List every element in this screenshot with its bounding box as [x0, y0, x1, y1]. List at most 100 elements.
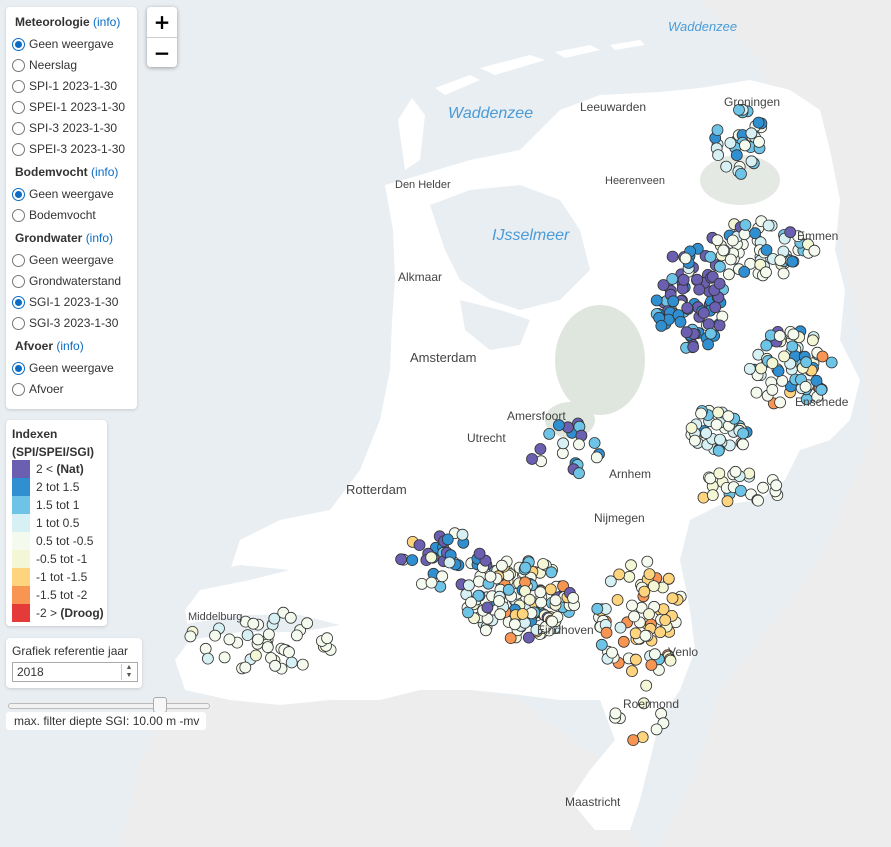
- station-marker[interactable]: [650, 723, 663, 736]
- station-marker[interactable]: [537, 558, 549, 570]
- station-marker[interactable]: [649, 648, 661, 661]
- station-marker[interactable]: [774, 396, 786, 409]
- station-marker[interactable]: [704, 250, 717, 263]
- station-marker[interactable]: [285, 656, 298, 669]
- station-marker[interactable]: [252, 633, 264, 646]
- station-marker[interactable]: [674, 315, 687, 328]
- station-marker[interactable]: [689, 434, 701, 447]
- station-marker[interactable]: [717, 244, 730, 257]
- station-marker[interactable]: [613, 568, 626, 581]
- station-marker[interactable]: [722, 410, 735, 423]
- depth-slider-track[interactable]: [8, 703, 210, 709]
- station-marker[interactable]: [662, 572, 675, 585]
- station-marker[interactable]: [462, 606, 474, 619]
- station-marker[interactable]: [600, 626, 613, 639]
- year-spinner[interactable]: ▲ ▼: [121, 664, 136, 680]
- station-marker[interactable]: [713, 467, 726, 480]
- station-marker[interactable]: [462, 579, 475, 592]
- station-marker[interactable]: [700, 427, 712, 440]
- station-marker[interactable]: [623, 570, 636, 583]
- station-marker[interactable]: [484, 570, 497, 583]
- station-marker[interactable]: [776, 374, 789, 387]
- station-marker[interactable]: [680, 326, 693, 339]
- station-marker[interactable]: [472, 575, 485, 588]
- station-marker[interactable]: [806, 334, 819, 347]
- station-marker[interactable]: [495, 559, 508, 572]
- station-marker[interactable]: [626, 599, 638, 612]
- station-marker[interactable]: [738, 265, 751, 278]
- station-marker[interactable]: [777, 267, 790, 280]
- afvoer-info-link[interactable]: (info): [56, 339, 84, 353]
- station-marker[interactable]: [709, 301, 722, 314]
- station-marker[interactable]: [808, 244, 821, 257]
- radio-meteorologie-geen[interactable]: Geen weergave: [12, 35, 114, 53]
- station-marker[interactable]: [752, 116, 765, 129]
- station-marker[interactable]: [739, 139, 751, 152]
- station-marker[interactable]: [724, 253, 737, 266]
- station-marker[interactable]: [535, 596, 547, 609]
- station-marker[interactable]: [509, 618, 521, 631]
- station-marker[interactable]: [799, 380, 812, 393]
- radio-unchecked-icon[interactable]: [12, 274, 25, 288]
- station-marker[interactable]: [810, 374, 823, 387]
- station-marker[interactable]: [441, 533, 454, 546]
- station-marker[interactable]: [296, 658, 309, 671]
- station-marker[interactable]: [567, 592, 579, 604]
- station-marker[interactable]: [704, 327, 717, 340]
- station-marker[interactable]: [284, 611, 297, 624]
- station-marker[interactable]: [730, 149, 743, 162]
- station-marker[interactable]: [721, 495, 734, 508]
- station-marker[interactable]: [625, 559, 637, 572]
- station-marker[interactable]: [770, 479, 783, 492]
- radio-afvoer[interactable]: Afvoer: [12, 380, 64, 398]
- station-marker[interactable]: [735, 484, 747, 497]
- station-marker[interactable]: [290, 629, 303, 642]
- radio-meteorologie-spei1[interactable]: SPEI-1 2023-1-30: [12, 98, 125, 116]
- station-marker[interactable]: [713, 319, 726, 332]
- station-marker[interactable]: [786, 340, 799, 353]
- station-marker[interactable]: [502, 583, 515, 596]
- station-marker[interactable]: [695, 407, 707, 420]
- station-marker[interactable]: [626, 665, 638, 677]
- spinner-down-icon[interactable]: ▼: [125, 672, 133, 679]
- station-marker[interactable]: [546, 615, 558, 628]
- station-marker[interactable]: [516, 608, 529, 620]
- reference-year-input[interactable]: 2018 ▲ ▼: [12, 662, 138, 682]
- station-marker[interactable]: [778, 350, 790, 363]
- station-marker[interactable]: [557, 437, 569, 450]
- station-marker[interactable]: [745, 127, 758, 140]
- radio-unchecked-icon[interactable]: [12, 58, 25, 72]
- station-marker[interactable]: [519, 561, 532, 574]
- station-marker[interactable]: [753, 135, 765, 148]
- station-marker[interactable]: [640, 679, 653, 692]
- zoom-in-button[interactable]: +: [147, 7, 177, 37]
- station-marker[interactable]: [723, 268, 735, 281]
- station-marker[interactable]: [606, 646, 618, 659]
- station-marker[interactable]: [772, 365, 785, 378]
- station-marker[interactable]: [766, 357, 779, 370]
- station-marker[interactable]: [553, 419, 565, 432]
- station-marker[interactable]: [588, 437, 601, 449]
- station-marker[interactable]: [604, 575, 617, 588]
- station-marker[interactable]: [712, 444, 725, 457]
- radio-checked-icon[interactable]: [12, 37, 25, 51]
- station-marker[interactable]: [679, 252, 692, 265]
- radio-grondwater-geen[interactable]: Geen weergave: [12, 251, 114, 269]
- station-marker[interactable]: [659, 614, 672, 626]
- station-marker[interactable]: [456, 528, 469, 541]
- station-marker[interactable]: [752, 494, 764, 507]
- station-marker[interactable]: [544, 583, 557, 596]
- radio-unchecked-icon[interactable]: [12, 79, 25, 93]
- station-marker[interactable]: [760, 266, 772, 279]
- station-marker[interactable]: [766, 383, 779, 396]
- station-marker[interactable]: [739, 219, 752, 231]
- station-marker[interactable]: [713, 277, 726, 290]
- radio-sgi1[interactable]: SGI-1 2023-1-30: [12, 293, 118, 311]
- station-marker[interactable]: [712, 406, 725, 419]
- station-marker[interactable]: [241, 629, 254, 641]
- station-marker[interactable]: [654, 626, 667, 639]
- station-marker[interactable]: [595, 638, 608, 651]
- station-marker[interactable]: [629, 627, 642, 640]
- station-marker[interactable]: [643, 568, 656, 580]
- station-marker[interactable]: [647, 580, 660, 592]
